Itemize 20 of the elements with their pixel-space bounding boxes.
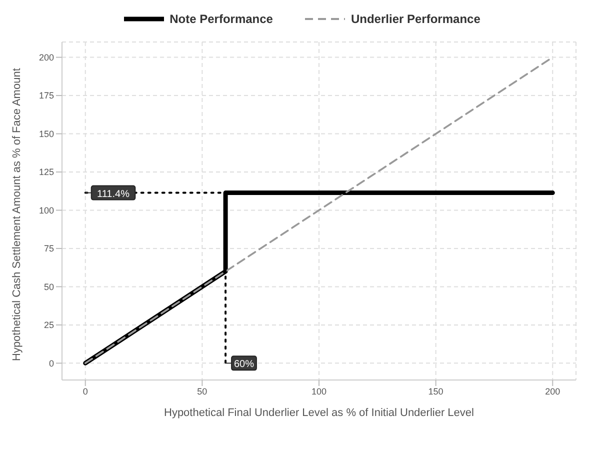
annotation: 60%	[234, 359, 254, 370]
y-tick-label: 125	[38, 167, 54, 178]
annotation: 111.4%	[97, 188, 130, 200]
x-axis-title: Hypothetical Final Underlier Level as % of Initial Underlier Level	[164, 407, 474, 419]
y-tick-label: 75	[44, 244, 54, 254]
y-tick-label: 100	[38, 205, 54, 216]
y-axis-title: Hypothetical Cash Settlement Amount as % of Face Amount	[10, 68, 23, 361]
legend-label: Note Performance	[170, 12, 273, 26]
x-tick-label: 150	[428, 386, 444, 396]
y-tick-label: 50	[44, 282, 54, 292]
y-tick-label: 175	[38, 90, 54, 101]
y-tick-label: 0	[48, 358, 54, 368]
x-tick-label: 100	[311, 386, 327, 396]
y-tick-label: 200	[38, 52, 54, 62]
legend-label: Underlier Performance	[350, 12, 480, 26]
x-tick-label: 0	[82, 386, 88, 396]
y-tick-label: 150	[38, 128, 54, 139]
x-tick-label: 200	[545, 386, 560, 396]
y-tick-label: 25	[44, 320, 54, 330]
x-tick-label: 50	[197, 386, 208, 396]
